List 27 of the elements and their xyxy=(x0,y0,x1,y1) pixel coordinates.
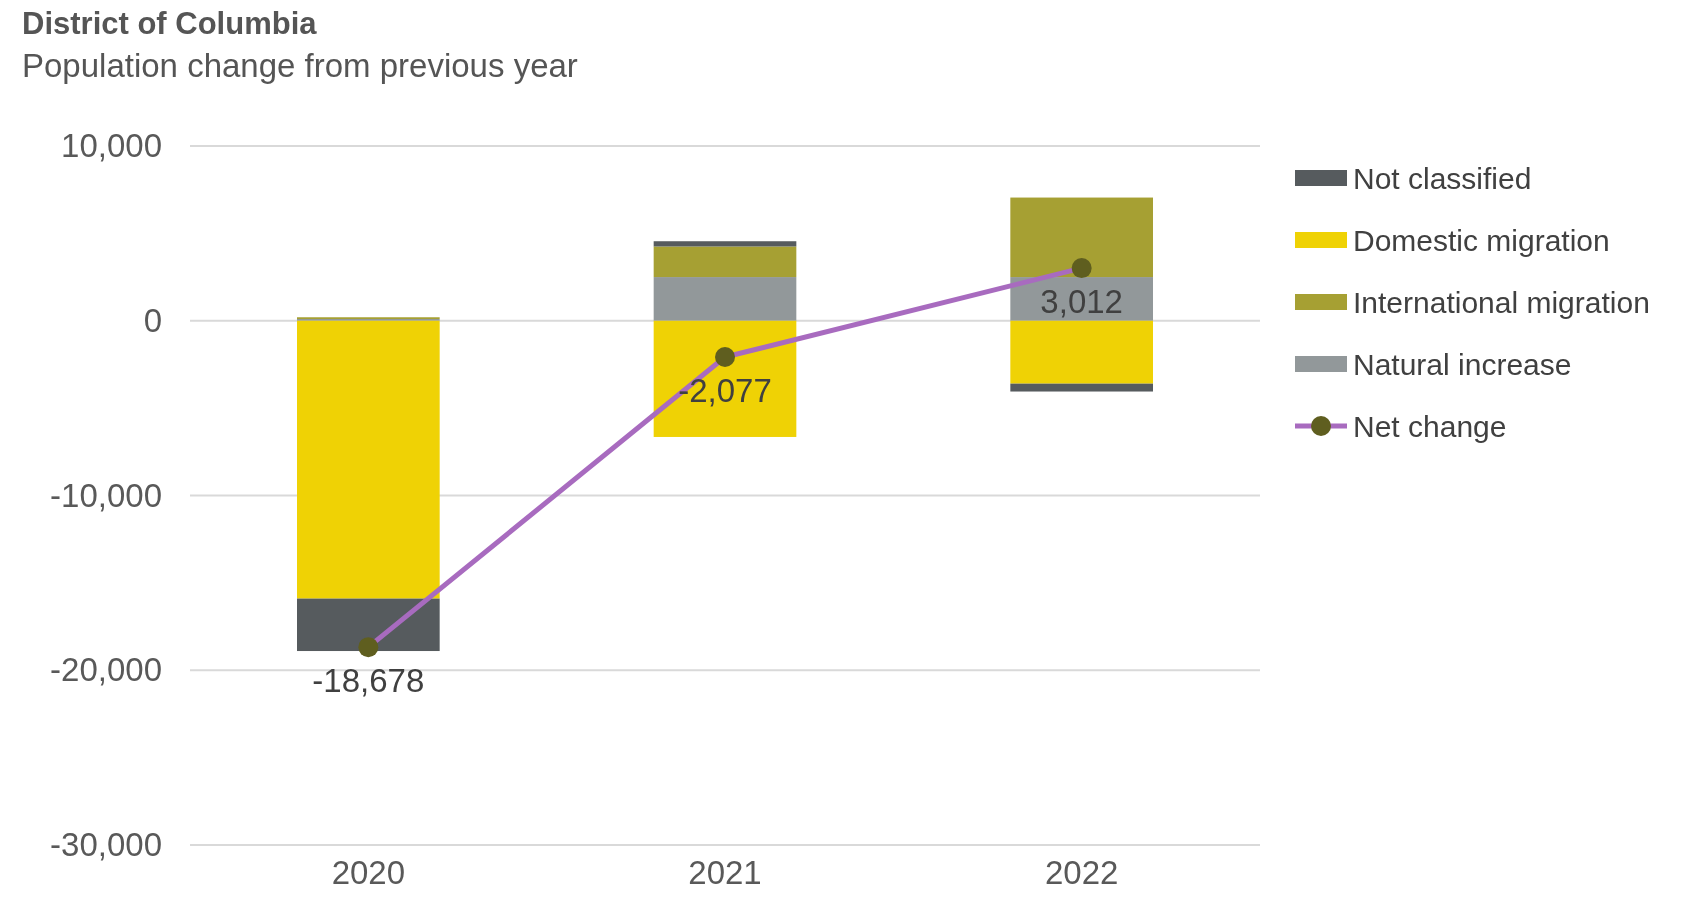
bar xyxy=(1010,320,1153,384)
legend-label: Net change xyxy=(1353,410,1507,443)
data-label: -2,077 xyxy=(678,372,772,410)
bar xyxy=(1010,383,1153,392)
bar xyxy=(653,277,797,321)
bar xyxy=(297,598,440,652)
y-tick-label: 10,000 xyxy=(61,127,162,165)
bar xyxy=(297,320,440,599)
chart-title: District of Columbia xyxy=(22,6,318,41)
chart-subtitle: Population change from previous year xyxy=(22,47,578,84)
x-tick-label: 2022 xyxy=(1044,854,1119,892)
data-label: 3,012 xyxy=(1040,283,1123,321)
x-tick-label: 2020 xyxy=(331,854,406,892)
bar xyxy=(653,246,797,278)
data-label: -18,678 xyxy=(312,662,425,700)
y-tick-label: -10,000 xyxy=(50,476,162,514)
y-tick-label: -30,000 xyxy=(50,826,162,864)
bar xyxy=(653,320,797,437)
bar xyxy=(653,241,797,247)
x-tick-label: 2021 xyxy=(688,854,762,892)
y-tick-label: 0 xyxy=(143,301,162,339)
legend-label: Not classified xyxy=(1353,162,1532,195)
bar xyxy=(1010,197,1153,278)
legend-label: Domestic migration xyxy=(1353,224,1610,257)
legend-label: International migration xyxy=(1353,286,1650,319)
legend-label: Natural increase xyxy=(1353,348,1572,381)
y-tick-label: -20,000 xyxy=(50,651,162,689)
